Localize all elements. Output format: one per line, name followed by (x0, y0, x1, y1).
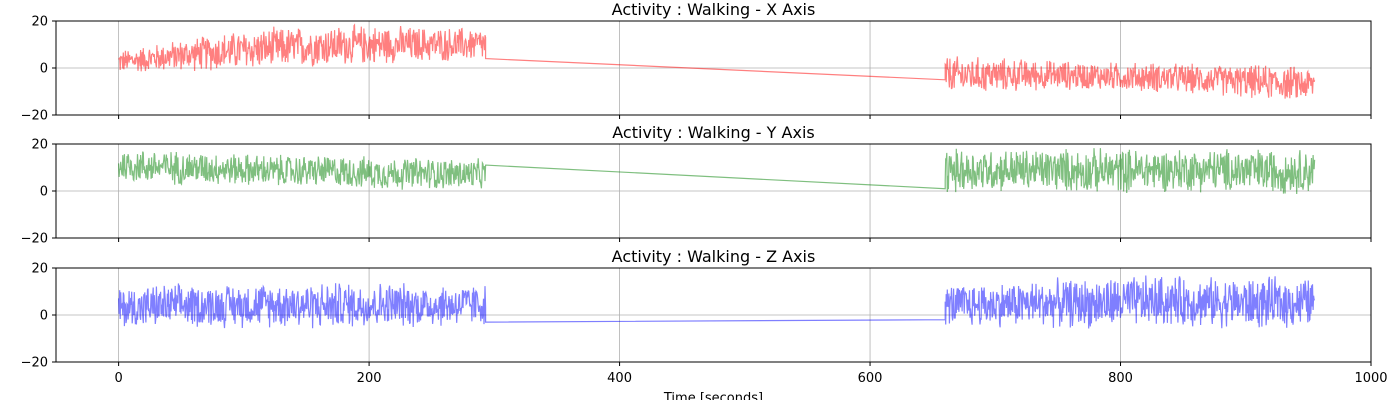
series-line (118, 23, 1316, 99)
y-tick-label-2: 20 (31, 15, 48, 30)
x-axis-label: Time [seconds] (663, 391, 763, 400)
panel-2: −20 0 20 Activity : Walking - Y Axis (21, 123, 1372, 247)
y-tick-label-1: 0 (40, 62, 48, 77)
x-tick-label-5: 1000 (1354, 371, 1387, 386)
x-tick-label-1: 200 (357, 371, 382, 386)
y-tick-label-0: −20 (21, 232, 48, 247)
x-tick-label-2: 400 (607, 371, 632, 386)
y-tick-label-0: −20 (21, 356, 48, 371)
x-tick-label-3: 600 (858, 371, 883, 386)
y-tick-label-1: 0 (40, 185, 48, 200)
series-line (118, 148, 1316, 195)
panel-title: Activity : Walking - X Axis (612, 0, 816, 19)
x-tick-label-4: 800 (1108, 371, 1133, 386)
panel-1: −20 0 20 Activity : Walking - X Axis (21, 0, 1372, 124)
series-line (118, 275, 1316, 329)
y-tick-label-1: 0 (40, 309, 48, 324)
x-tick-label-0: 0 (114, 371, 122, 386)
panel-title: Activity : Walking - Y Axis (612, 123, 814, 142)
y-tick-label-0: −20 (21, 109, 48, 124)
panel-title: Activity : Walking - Z Axis (612, 247, 816, 266)
y-tick-label-2: 20 (31, 138, 48, 153)
y-tick-label-2: 20 (31, 262, 48, 277)
